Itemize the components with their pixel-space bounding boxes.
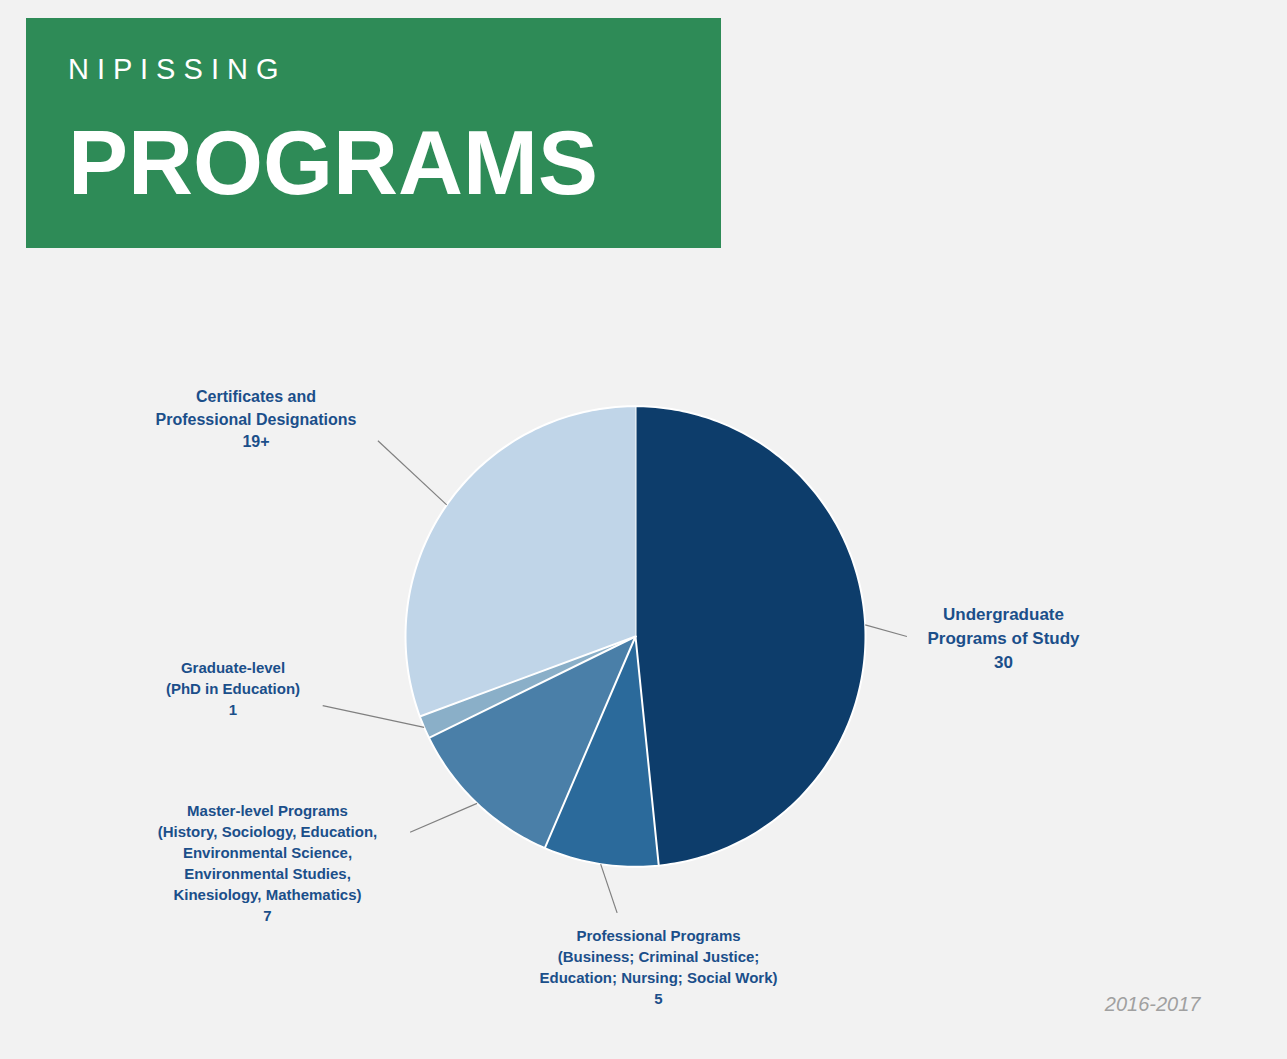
svg-text:UndergraduatePrograms of Study: UndergraduatePrograms of Study30 — [927, 605, 1080, 672]
svg-text:2016-2017: 2016-2017 — [1104, 993, 1202, 1015]
html-text:N I P I S S I N G: N I P I S S I N G — [68, 53, 279, 85]
svg-text:Professional Programs(Business: Professional Programs(Business; Criminal… — [539, 927, 777, 1007]
svg-text:Master-level Programs(History,: Master-level Programs(History, Sociology… — [158, 802, 377, 924]
svg-text:Graduate-level(PhD in Educatio: Graduate-level(PhD in Education)1 — [166, 659, 300, 718]
html-text:PROGRAMS: PROGRAMS — [68, 112, 598, 213]
svg-text:Certificates andProfessional D: Certificates andProfessional Designation… — [156, 388, 357, 450]
